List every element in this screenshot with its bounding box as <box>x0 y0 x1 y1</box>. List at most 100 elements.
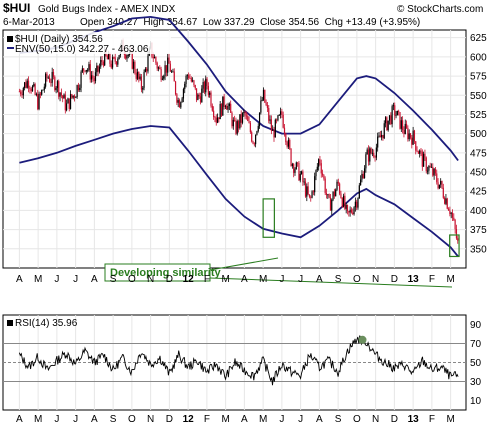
annotation-box <box>262 198 275 238</box>
price-candle <box>102 61 104 66</box>
price-candle <box>108 53 110 60</box>
price-candle <box>156 62 158 69</box>
annotation-line-right <box>209 277 453 288</box>
price-candle <box>185 76 187 84</box>
price-y-tick-label: 350 <box>470 244 487 255</box>
price-candle <box>348 211 350 213</box>
price-candle <box>358 185 360 199</box>
price-candle <box>324 178 326 194</box>
price-candle <box>413 130 416 142</box>
price-candle <box>81 68 83 72</box>
price-candle <box>20 91 22 95</box>
x-tick-label: F <box>204 414 210 425</box>
price-candle <box>426 170 429 172</box>
price-candle <box>155 56 157 63</box>
price-candle <box>423 153 425 167</box>
price-candle <box>100 60 102 67</box>
price-candle <box>29 87 31 90</box>
price-candle <box>407 128 409 140</box>
price-y-tick-label: 575 <box>470 72 487 83</box>
price-candle <box>311 191 313 198</box>
price-candle <box>433 168 435 176</box>
x-tick-label: 12 <box>183 274 195 285</box>
price-candle <box>248 120 250 124</box>
price-candle <box>104 49 106 66</box>
rsi-y-tick-label: 50 <box>470 358 482 369</box>
price-candle <box>294 169 296 173</box>
price-candle <box>153 56 156 59</box>
price-candle <box>77 85 80 90</box>
price-candle <box>381 134 383 138</box>
annotation-line-left <box>209 257 279 271</box>
chart-date: 6-Mar-2013 <box>3 17 55 28</box>
price-candle <box>192 80 194 82</box>
price-candle <box>211 105 213 111</box>
price-legend-swatch <box>7 36 13 42</box>
price-candle <box>273 129 275 138</box>
price-candle <box>114 57 116 62</box>
price-candle <box>127 55 129 56</box>
price-candle <box>383 123 385 139</box>
price-candle <box>390 115 392 125</box>
price-candle <box>140 76 143 90</box>
price-candle <box>345 205 347 209</box>
price-candle <box>447 208 450 211</box>
price-candle <box>219 104 221 120</box>
x-tick-label: F <box>429 274 435 285</box>
x-tick-label: S <box>110 274 117 285</box>
x-tick-label: A <box>91 274 98 285</box>
price-candle <box>27 80 30 88</box>
price-candle <box>51 71 53 83</box>
price-candle <box>402 120 404 131</box>
price-candle <box>113 57 115 59</box>
price-candle <box>66 103 68 111</box>
price-candle <box>341 198 343 207</box>
price-candle <box>159 67 161 70</box>
price-candle <box>115 61 118 65</box>
price-candle <box>25 82 27 88</box>
price-candle <box>428 166 430 171</box>
price-candle <box>85 70 87 72</box>
price-candle <box>223 96 225 107</box>
price-candle <box>445 198 447 204</box>
price-candle <box>307 186 309 195</box>
price-candle <box>337 181 339 184</box>
price-candle <box>441 180 443 188</box>
x-tick-label: A <box>316 274 323 285</box>
price-candle <box>22 88 24 96</box>
price-candle <box>252 141 254 144</box>
price-candle <box>286 142 288 147</box>
x-tick-label: A <box>16 414 23 425</box>
price-candle <box>365 154 367 169</box>
price-y-tick-label: 600 <box>470 52 487 63</box>
price-candle <box>222 96 224 116</box>
price-panel <box>2 29 467 269</box>
price-candle <box>357 198 359 208</box>
price-candle <box>174 81 177 95</box>
price-candle <box>391 106 393 125</box>
price-candle <box>173 71 175 82</box>
price-candle <box>384 117 387 124</box>
price-candle <box>419 150 421 154</box>
price-candle <box>80 71 82 88</box>
x-tick-label: J <box>54 414 59 425</box>
price-candle <box>328 194 330 198</box>
price-candle <box>363 168 366 179</box>
price-candle <box>202 82 204 89</box>
x-tick-label: M <box>259 274 267 285</box>
price-candle <box>417 151 419 154</box>
price-candle <box>210 92 212 106</box>
price-candle <box>281 111 283 115</box>
x-tick-label: 13 <box>408 414 420 425</box>
price-candle <box>429 166 431 168</box>
price-candle <box>101 60 103 62</box>
x-tick-label: J <box>298 274 303 285</box>
x-tick-label: M <box>34 274 42 285</box>
price-candle <box>420 150 422 152</box>
price-candle <box>87 69 89 71</box>
price-candle <box>216 117 219 123</box>
price-candle <box>289 139 291 149</box>
price-candle <box>60 92 62 96</box>
price-series <box>18 15 459 258</box>
price-candle <box>69 94 72 109</box>
